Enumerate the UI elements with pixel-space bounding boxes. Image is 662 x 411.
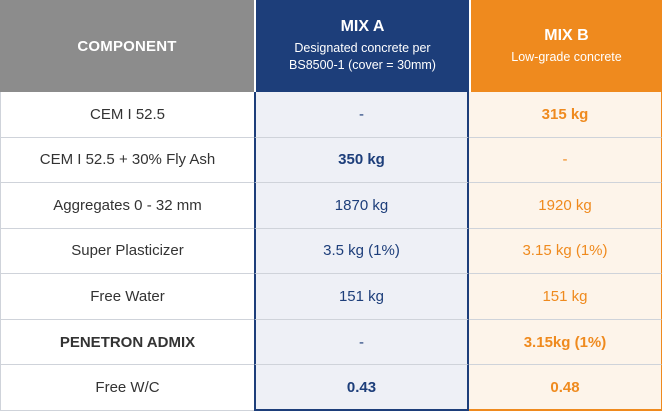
row-cem-flyash-component: CEM I 52.5 + 30% Fly Ash — [0, 137, 254, 184]
row-plasticizer-mix-a: 3.5 kg (1%) — [254, 228, 469, 275]
row-penetron-mix-b: 3.15kg (1%) — [469, 319, 662, 366]
row-wc-component: Free W/C — [0, 365, 254, 411]
row-water-component: Free Water — [0, 274, 254, 320]
row-wc-mix-a: 0.43 — [254, 365, 469, 411]
mix-a-subtitle-line1: Designated concrete per — [294, 41, 431, 55]
row-cem-flyash-mix-b: - — [469, 137, 662, 184]
row-penetron-component: PENETRON ADMIX — [0, 319, 254, 366]
mix-b-header: MIX B Low-grade concrete — [469, 0, 662, 92]
row-aggregates-component: Aggregates 0 - 32 mm — [0, 183, 254, 229]
row-cem-mix-a: - — [254, 92, 469, 138]
row-plasticizer-component: Super Plasticizer — [0, 228, 254, 275]
mix-a-title: MIX A — [340, 18, 385, 35]
mix-b-title: MIX B — [544, 26, 589, 44]
mix-a-subtitle-line2: BS8500-1 (cover = 30mm) — [289, 58, 436, 72]
mix-a-header: MIX A Designated concrete per BS8500-1 (… — [254, 0, 469, 92]
row-aggregates-mix-b: 1920 kg — [469, 183, 662, 229]
row-water-mix-b: 151 kg — [469, 274, 662, 320]
component-header: COMPONENT — [0, 0, 254, 92]
mix-b-subtitle: Low-grade concrete — [511, 49, 622, 64]
row-cem-component: CEM I 52.5 — [0, 92, 254, 138]
row-penetron-mix-a: - — [254, 319, 469, 366]
component-header-label: COMPONENT — [77, 37, 177, 55]
row-aggregates-mix-a: 1870 kg — [254, 183, 469, 229]
row-plasticizer-mix-b: 3.15 kg (1%) — [469, 228, 662, 275]
row-wc-mix-b: 0.48 — [469, 365, 662, 411]
row-cem-mix-b: 315 kg — [469, 92, 662, 138]
row-water-mix-a: 151 kg — [254, 274, 469, 320]
row-cem-flyash-mix-a: 350 kg — [254, 137, 469, 184]
